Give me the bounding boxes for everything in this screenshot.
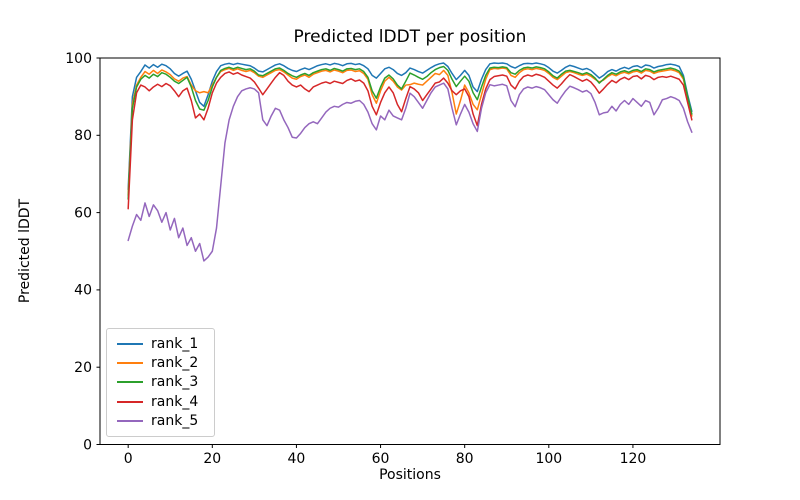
x-tick-label: 80 bbox=[456, 451, 474, 467]
chart-title: Predicted lDDT per position bbox=[293, 27, 527, 47]
legend-item: rank_5 bbox=[117, 412, 205, 431]
series-line-rank_4 bbox=[127, 71, 693, 210]
y-tick-label: 0 bbox=[83, 437, 92, 453]
legend-item: rank_4 bbox=[117, 392, 205, 411]
legend-label: rank_5 bbox=[151, 413, 199, 430]
series-line-rank_1 bbox=[127, 62, 693, 191]
legend-item: rank_2 bbox=[117, 353, 205, 372]
legend-line-swatch-rank-1 bbox=[117, 342, 143, 345]
y-tick-label: 80 bbox=[74, 128, 92, 144]
legend-line-swatch-rank-2 bbox=[117, 362, 143, 365]
legend-label: rank_3 bbox=[151, 374, 199, 391]
x-tick-label: 0 bbox=[124, 451, 133, 467]
y-tick-label: 20 bbox=[74, 360, 92, 376]
series-line-rank_3 bbox=[127, 65, 693, 200]
legend-item: rank_1 bbox=[117, 334, 205, 353]
y-tick-label: 60 bbox=[74, 205, 92, 221]
legend: rank_1 rank_2 rank_3 rank_4 rank_5 bbox=[106, 328, 215, 437]
legend-line-swatch-rank-4 bbox=[117, 400, 143, 403]
x-tick-label: 120 bbox=[620, 451, 647, 467]
legend-line-swatch-rank-3 bbox=[117, 381, 143, 384]
legend-item: rank_3 bbox=[117, 373, 205, 392]
series-line-rank_5 bbox=[127, 82, 693, 262]
y-axis-label: Predicted lDDT bbox=[17, 198, 33, 304]
y-tick-label: 100 bbox=[65, 51, 92, 67]
x-axis-label: Positions bbox=[379, 467, 441, 483]
legend-label: rank_2 bbox=[151, 355, 199, 372]
x-tick-label: 40 bbox=[288, 451, 306, 467]
x-tick-label: 20 bbox=[203, 451, 221, 467]
y-tick-label: 40 bbox=[74, 283, 92, 299]
legend-label: rank_4 bbox=[151, 393, 199, 410]
legend-label: rank_1 bbox=[151, 335, 199, 352]
legend-line-swatch-rank-5 bbox=[117, 420, 143, 423]
axes-spines bbox=[99, 57, 721, 445]
x-tick-label: 100 bbox=[535, 451, 562, 467]
x-tick-label: 60 bbox=[372, 451, 390, 467]
